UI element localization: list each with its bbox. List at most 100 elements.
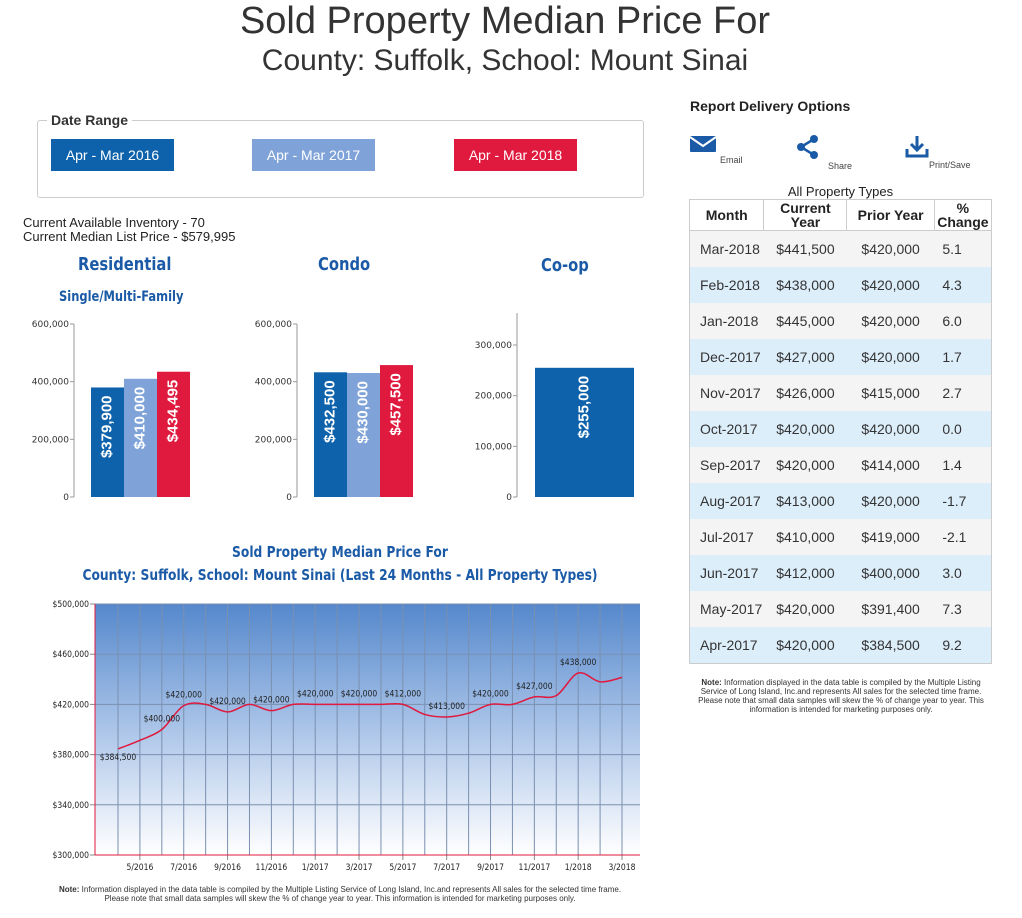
coop-bar-chart: 0 100,000 200,000 300,000 $255,000 [475, 313, 634, 503]
price-series-line [117, 671, 623, 750]
month-cell: Nov-2017 [689, 375, 764, 411]
percent-change-cell: 9.2 [934, 627, 992, 664]
bar [314, 372, 347, 497]
table-row: Dec-2017 $427,000 $420,000 1.7 [689, 339, 992, 375]
residential-bar-chart: 0 200,000 400,000 600,000 $379,900 $410,000 $4… [32, 320, 190, 503]
x-tick-label: 7/2016 [170, 861, 197, 872]
print-save-option[interactable] [904, 135, 930, 159]
bar-value-label: $379,900 [98, 395, 115, 458]
table-row: Apr-2017 $420,000 $384,500 9.2 [689, 627, 992, 664]
month-cell: Apr-2017 [689, 627, 764, 664]
month-cell: Dec-2017 [689, 339, 764, 375]
condo-bar-chart: 0 200,000 400,000 600,000 $432,500 $430,000 $4… [255, 320, 413, 503]
current-year-cell: $420,000 [763, 591, 847, 627]
residential-chart-subtitle: Single/Multi-Family [59, 289, 184, 305]
y-tick-label: $460,000 [53, 649, 89, 660]
y-tick-label: 400,000 [32, 378, 69, 388]
percent-change-cell: 5.1 [934, 230, 992, 267]
print-save-label[interactable]: Print/Save [929, 160, 971, 170]
download-icon[interactable] [904, 135, 930, 159]
line-chart-subtitle: County: Suffolk, School: Mount Sinai (La… [82, 567, 597, 584]
current-year-cell: $420,000 [763, 411, 847, 447]
month-cell: Jun-2017 [689, 555, 764, 591]
data-point-label: $438,000 [560, 656, 596, 667]
x-tick-label: 7/2017 [433, 861, 460, 872]
data-point-label: $420,000 [209, 695, 245, 706]
month-cell: Oct-2017 [689, 411, 764, 447]
x-tick-label: 3/2018 [609, 861, 636, 872]
percent-change-cell: 1.7 [934, 339, 992, 375]
bar [380, 365, 413, 497]
current-year-cell: $410,000 [763, 519, 847, 555]
x-tick-label: 3/2017 [346, 861, 373, 872]
current-year-cell: $426,000 [763, 375, 847, 411]
date-range-legend: Date Range [47, 112, 133, 128]
median-price-table: Month Current Year Prior Year % Change M… [688, 199, 993, 664]
y-tick-label: 600,000 [32, 320, 69, 330]
table-caption: All Property Types [787, 184, 894, 199]
prior-year-cell: $420,000 [846, 303, 935, 339]
plot-area [95, 604, 640, 855]
x-tick-label: 9/2016 [214, 861, 241, 872]
month-cell: Jan-2018 [689, 303, 764, 339]
bottom-disclaimer: Note: Information displayed in the data … [0, 885, 680, 903]
bottom-note-line2: Please note that small data samples will… [104, 894, 576, 903]
data-point-label: $413,000 [428, 700, 464, 711]
table-disclaimer: Note: Information displayed in the data … [690, 678, 992, 714]
current-year-cell: $427,000 [763, 339, 847, 375]
envelope-icon[interactable] [689, 135, 717, 153]
x-tick-label: 1/2018 [565, 861, 592, 872]
y-tick-label: 0 [286, 493, 292, 503]
current-year-cell: $412,000 [763, 555, 847, 591]
y-tick-label: $340,000 [53, 799, 89, 810]
current-year-cell: $438,000 [763, 267, 847, 303]
x-tick-label: 1/2017 [302, 861, 329, 872]
date-range-2018-button[interactable]: Apr - Mar 2018 [454, 139, 577, 171]
table-row: Sep-2017 $420,000 $414,000 1.4 [689, 447, 992, 483]
percent-change-cell: -2.1 [934, 519, 992, 555]
email-option[interactable] [689, 135, 717, 153]
current-year-column-header: Current Year [763, 199, 848, 231]
x-tick-label: 5/2016 [126, 861, 153, 872]
y-tick-label: 0 [506, 493, 512, 503]
bar-value-label: $430,000 [354, 381, 371, 444]
y-tick-label: $500,000 [53, 598, 89, 609]
month-cell: Sep-2017 [689, 447, 764, 483]
month-cell: Mar-2018 [689, 230, 764, 267]
y-tick-label: 0 [63, 493, 69, 503]
email-label[interactable]: Email [720, 155, 743, 165]
median-price-line-chart: Sold Property Median Price For County: Su… [53, 544, 640, 872]
percent-change-cell: -1.7 [934, 483, 992, 519]
page-subtitle: County: Suffolk, School: Mount Sinai [261, 44, 749, 77]
x-tick-label: 11/2017 [518, 861, 550, 872]
x-tick-label: 5/2017 [389, 861, 416, 872]
y-tick-label: $420,000 [53, 699, 89, 710]
prior-year-cell: $414,000 [846, 447, 935, 483]
month-cell: May-2017 [689, 591, 764, 627]
share-label[interactable]: Share [828, 161, 853, 171]
date-range-2017-button[interactable]: Apr - Mar 2017 [252, 139, 375, 171]
table-body: Mar-2018 $441,500 $420,000 5.1 Feb-2018 $438,… [689, 230, 992, 664]
bar-value-label: $434,495 [164, 380, 181, 443]
y-tick-label: 600,000 [255, 320, 292, 330]
data-point-label: $420,000 [166, 689, 202, 700]
share-icon[interactable] [795, 134, 821, 160]
data-point-label: $420,000 [253, 694, 289, 705]
prior-year-cell: $420,000 [846, 411, 935, 447]
bar [157, 371, 190, 497]
prior-year-cell: $400,000 [846, 555, 935, 591]
bottom-note-line1: Information displayed in the data table … [81, 885, 622, 894]
share-option[interactable] [795, 134, 821, 160]
bar-value-label: $255,000 [575, 376, 592, 439]
prior-year-column-header: Prior Year [846, 199, 935, 231]
percent-change-cell: 2.7 [934, 375, 992, 411]
bar-value-label: $457,500 [387, 373, 404, 436]
current-year-cell: $413,000 [763, 483, 847, 519]
prior-year-cell: $420,000 [846, 339, 935, 375]
date-range-2016-button[interactable]: Apr - Mar 2016 [51, 139, 174, 171]
table-row: Jun-2017 $412,000 $400,000 3.0 [689, 555, 992, 591]
percent-change-cell: 6.0 [934, 303, 992, 339]
percent-change-cell: 0.0 [934, 411, 992, 447]
y-tick-label: 200,000 [32, 435, 69, 445]
table-row: May-2017 $420,000 $391,400 7.3 [689, 591, 992, 627]
